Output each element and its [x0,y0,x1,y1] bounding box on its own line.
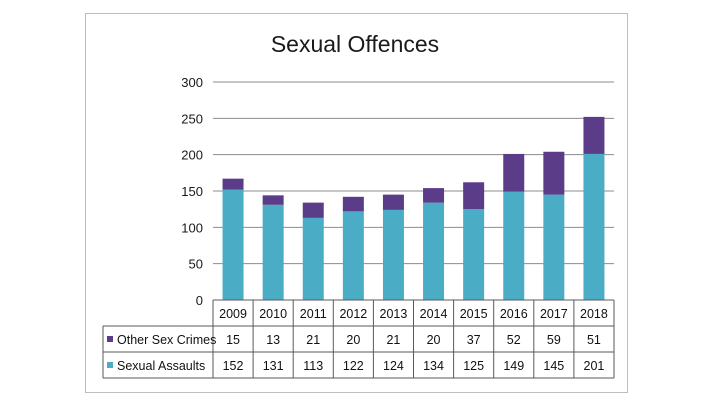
data-label: 201 [584,359,605,373]
data-label: 20 [427,333,441,347]
y-tick-label: 300 [181,75,203,90]
y-tick-label: 100 [181,220,203,235]
x-tick-label: 2011 [300,307,327,321]
bar-sexual-assaults [423,202,445,300]
y-tick-label: 250 [181,111,203,126]
legend-swatch [107,336,113,342]
x-tick-label: 2017 [540,307,568,321]
bar-sexual-assaults [463,209,485,300]
x-tick-label: 2014 [420,307,448,321]
y-tick-label: 50 [189,257,203,272]
data-label: 113 [303,359,323,373]
bar-other-sex-crimes [463,182,485,210]
bar-other-sex-crimes [583,116,605,154]
bars [222,116,605,300]
data-label: 131 [263,359,284,373]
data-label: 20 [346,333,360,347]
x-tick-label: 2013 [380,307,408,321]
data-label: 52 [507,333,521,347]
x-tick-label: 2009 [219,307,247,321]
data-label: 125 [463,359,484,373]
data-label: 149 [503,359,524,373]
y-axis: 0 50 100 150 200 250 300 [181,75,203,308]
data-label: 37 [467,333,481,347]
x-tick-label: 2018 [580,307,608,321]
bar-other-sex-crimes [503,153,525,192]
y-tick-label: 0 [196,293,203,308]
data-label: 13 [266,333,280,347]
legend-swatch [107,362,113,368]
data-label: 51 [587,333,601,347]
legend-label: Sexual Assaults [117,359,205,373]
data-label: 145 [543,359,564,373]
x-tick-label: 2016 [500,307,528,321]
x-tick-label: 2012 [339,307,367,321]
x-tick-label: 2010 [259,307,287,321]
bar-other-sex-crimes [262,195,284,205]
bar-other-sex-crimes [382,194,404,210]
bar-sexual-assaults [262,204,284,300]
data-label: 59 [547,333,561,347]
bar-sexual-assaults [583,153,605,300]
data-table: 2009 2010 2011 2012 2013 2014 2015 2016 2017 2018… [102,299,615,379]
bar-sexual-assaults [382,209,404,300]
data-label: 21 [386,333,400,347]
bar-sexual-assaults [543,194,565,300]
data-label: 134 [423,359,444,373]
data-label: 152 [223,359,244,373]
bar-other-sex-crimes [342,196,364,212]
data-label: 124 [383,359,404,373]
legend-label: Other Sex Crimes [117,333,216,347]
chart-title: Sexual Offences [271,31,439,57]
data-label: 21 [306,333,320,347]
bar-sexual-assaults [222,189,244,300]
y-tick-label: 200 [181,148,203,163]
y-tick-label: 150 [181,184,203,199]
bar-other-sex-crimes [302,202,324,218]
data-label: 15 [226,333,240,347]
bar-sexual-assaults [342,211,364,300]
bar-other-sex-crimes [423,188,445,203]
data-label: 122 [343,359,364,373]
bar-other-sex-crimes [543,151,565,195]
bar-sexual-assaults [302,217,324,300]
bar-other-sex-crimes [222,178,244,190]
x-tick-label: 2015 [460,307,488,321]
bar-sexual-assaults [503,191,525,300]
